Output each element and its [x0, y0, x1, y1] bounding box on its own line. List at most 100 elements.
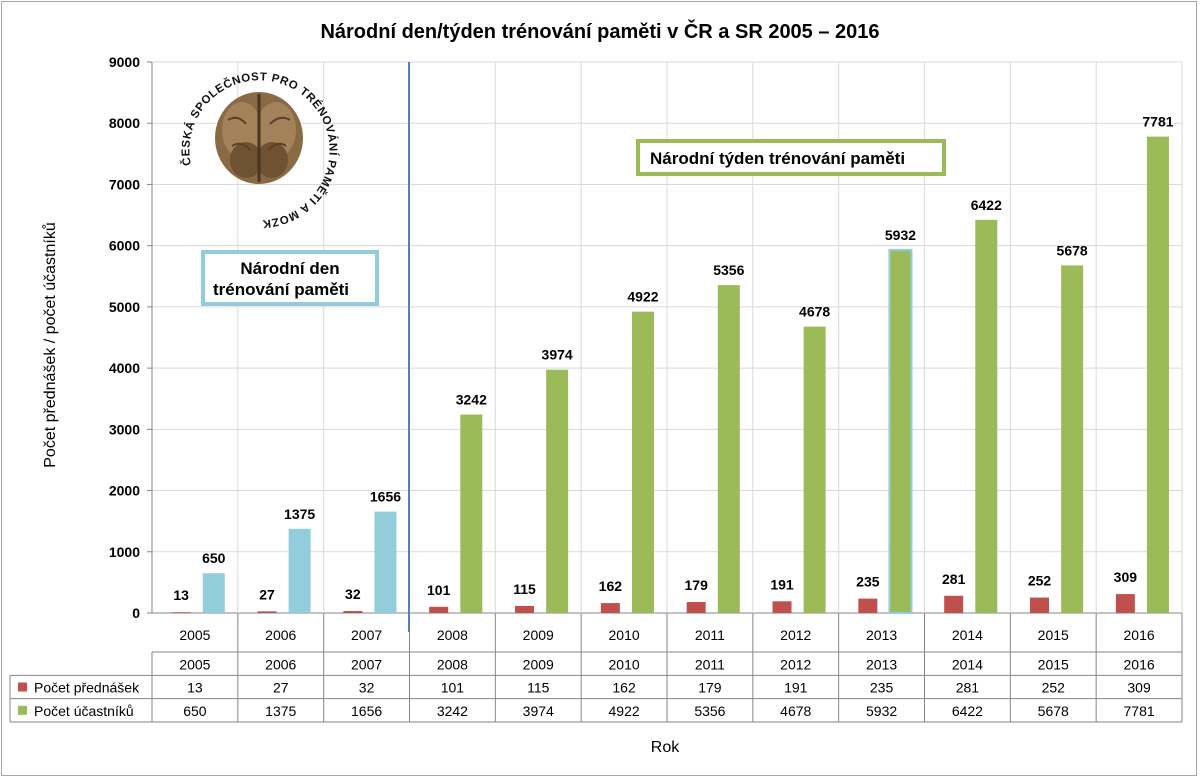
x-tick-label: 2011 — [695, 627, 725, 643]
bar-participants — [202, 573, 225, 613]
y-tick-label: 2000 — [109, 483, 140, 499]
table-cell: 252 — [1042, 680, 1066, 696]
table-cell: 281 — [956, 680, 980, 696]
data-label-participants: 1375 — [284, 506, 315, 522]
data-labels: 13 650 27 1375 32 1656 101 3242 115 3974 162 4922 17… — [173, 114, 1173, 604]
table-cell: 1656 — [351, 703, 382, 719]
table-cell: 5932 — [866, 703, 897, 719]
table-cell: 3974 — [523, 703, 554, 719]
table-cell: 162 — [612, 680, 636, 696]
table-header-cell: 2005 — [179, 656, 210, 672]
table-header-cell: 2006 — [265, 656, 296, 672]
table-cell: 5356 — [694, 703, 725, 719]
bar-participants — [546, 369, 569, 613]
data-table: 2005 2006 2007 2008 2009 2010 2011 2012 2013 2014… — [9, 613, 1183, 723]
bar-lectures — [772, 601, 792, 613]
table-cell: 179 — [698, 680, 722, 696]
bar-participants — [1146, 136, 1169, 613]
data-label-lectures: 115 — [513, 581, 536, 597]
bar-lectures — [343, 611, 363, 613]
walnut-brain-icon — [215, 92, 303, 184]
y-tick-label: 8000 — [109, 115, 140, 131]
legend-swatch — [18, 682, 27, 692]
bar-participants — [803, 326, 826, 613]
x-tick-label: 2008 — [437, 627, 468, 643]
x-tick-label: 2010 — [609, 627, 640, 643]
table-cell: 4922 — [609, 703, 640, 719]
y-tick-labels: 0 1000 2000 3000 4000 5000 6000 7000 8000 9000 — [109, 54, 140, 621]
data-label-participants: 3974 — [542, 347, 573, 363]
table-cell: 101 — [441, 680, 465, 696]
bar-lectures — [429, 606, 449, 613]
data-label-lectures: 235 — [856, 574, 880, 590]
table-header-cell: 2016 — [1124, 656, 1155, 672]
data-label-participants: 6422 — [971, 197, 1002, 213]
bar-lectures — [257, 611, 277, 613]
table-header-cell: 2008 — [437, 656, 468, 672]
x-tick-label: 2014 — [952, 627, 983, 643]
x-axis-label: Rok — [651, 739, 680, 756]
bar-lectures — [515, 605, 535, 613]
x-tick-label: 2007 — [351, 627, 382, 643]
bar-lectures — [1030, 597, 1050, 613]
table-header-cell: 2009 — [523, 656, 554, 672]
gridlines — [147, 61, 1183, 614]
day-period-label: Národní den trénování paměti — [201, 250, 379, 306]
table-cell: 235 — [870, 680, 894, 696]
y-tick-label: 9000 — [109, 54, 140, 70]
data-label-lectures: 281 — [942, 571, 966, 587]
day-label-line-1: Národní den — [240, 259, 340, 278]
table-cell: 191 — [784, 680, 808, 696]
week-label-text: Národní týden trénování paměti — [650, 149, 906, 168]
data-label-participants: 1656 — [370, 489, 401, 505]
bar-lectures — [858, 598, 878, 613]
table-cell: 13 — [187, 680, 203, 696]
table-header-cell: 2015 — [1038, 656, 1069, 672]
table-header-cell: 2010 — [609, 656, 640, 672]
data-label-participants: 650 — [202, 550, 226, 566]
bar-participants — [888, 248, 913, 614]
bars — [171, 136, 1169, 614]
data-label-lectures: 252 — [1028, 573, 1052, 589]
data-label-participants: 7781 — [1142, 114, 1173, 130]
bar-lectures — [171, 612, 191, 613]
x-tick-label: 2016 — [1124, 627, 1155, 643]
y-tick-label: 1000 — [109, 544, 140, 560]
day-label-line-2: trénování paměti — [213, 280, 350, 299]
table-cell: 5678 — [1038, 703, 1069, 719]
data-label-participants: 4678 — [799, 304, 830, 320]
y-tick-label: 4000 — [109, 360, 140, 376]
data-label-participants: 5932 — [885, 227, 916, 243]
bar-lectures — [600, 603, 620, 613]
data-label-participants: 4922 — [627, 289, 658, 305]
data-label-lectures: 179 — [685, 577, 709, 593]
bar-lectures — [944, 595, 964, 613]
x-tick-label: 2012 — [780, 627, 811, 643]
table-cell: 650 — [183, 703, 207, 719]
table-cell: 7781 — [1124, 703, 1155, 719]
data-label-participants: 3242 — [456, 392, 487, 408]
bar-participants — [1061, 265, 1084, 613]
society-logo: ČESKÁ SPOLEČNOST PRO TRÉNOVÁNÍ PAMĚTI A … — [161, 60, 356, 230]
bar-participants — [975, 219, 998, 614]
bar-participants — [374, 511, 397, 613]
table-cell: 6422 — [952, 703, 983, 719]
x-tick-labels: 2005 2006 2007 2008 2009 2010 2011 2012 2013 2014… — [179, 627, 1155, 643]
data-label-lectures: 191 — [770, 576, 794, 592]
x-tick-label: 2006 — [265, 627, 296, 643]
table-header-cell: 2007 — [351, 656, 382, 672]
data-label-lectures: 13 — [173, 587, 189, 603]
table-header-cell: 2011 — [695, 656, 725, 672]
data-label-lectures: 162 — [599, 578, 623, 594]
data-label-lectures: 101 — [427, 582, 451, 598]
x-tick-label: 2015 — [1038, 627, 1069, 643]
bar-participants — [288, 528, 311, 613]
x-tick-label: 2005 — [179, 627, 210, 643]
x-tick-label: 2013 — [866, 627, 897, 643]
table-cell: 115 — [527, 680, 550, 696]
table-cell: 3242 — [437, 703, 468, 719]
y-tick-label: 7000 — [109, 176, 140, 192]
legend-swatch — [18, 705, 27, 715]
data-label-participants: 5356 — [713, 262, 744, 278]
